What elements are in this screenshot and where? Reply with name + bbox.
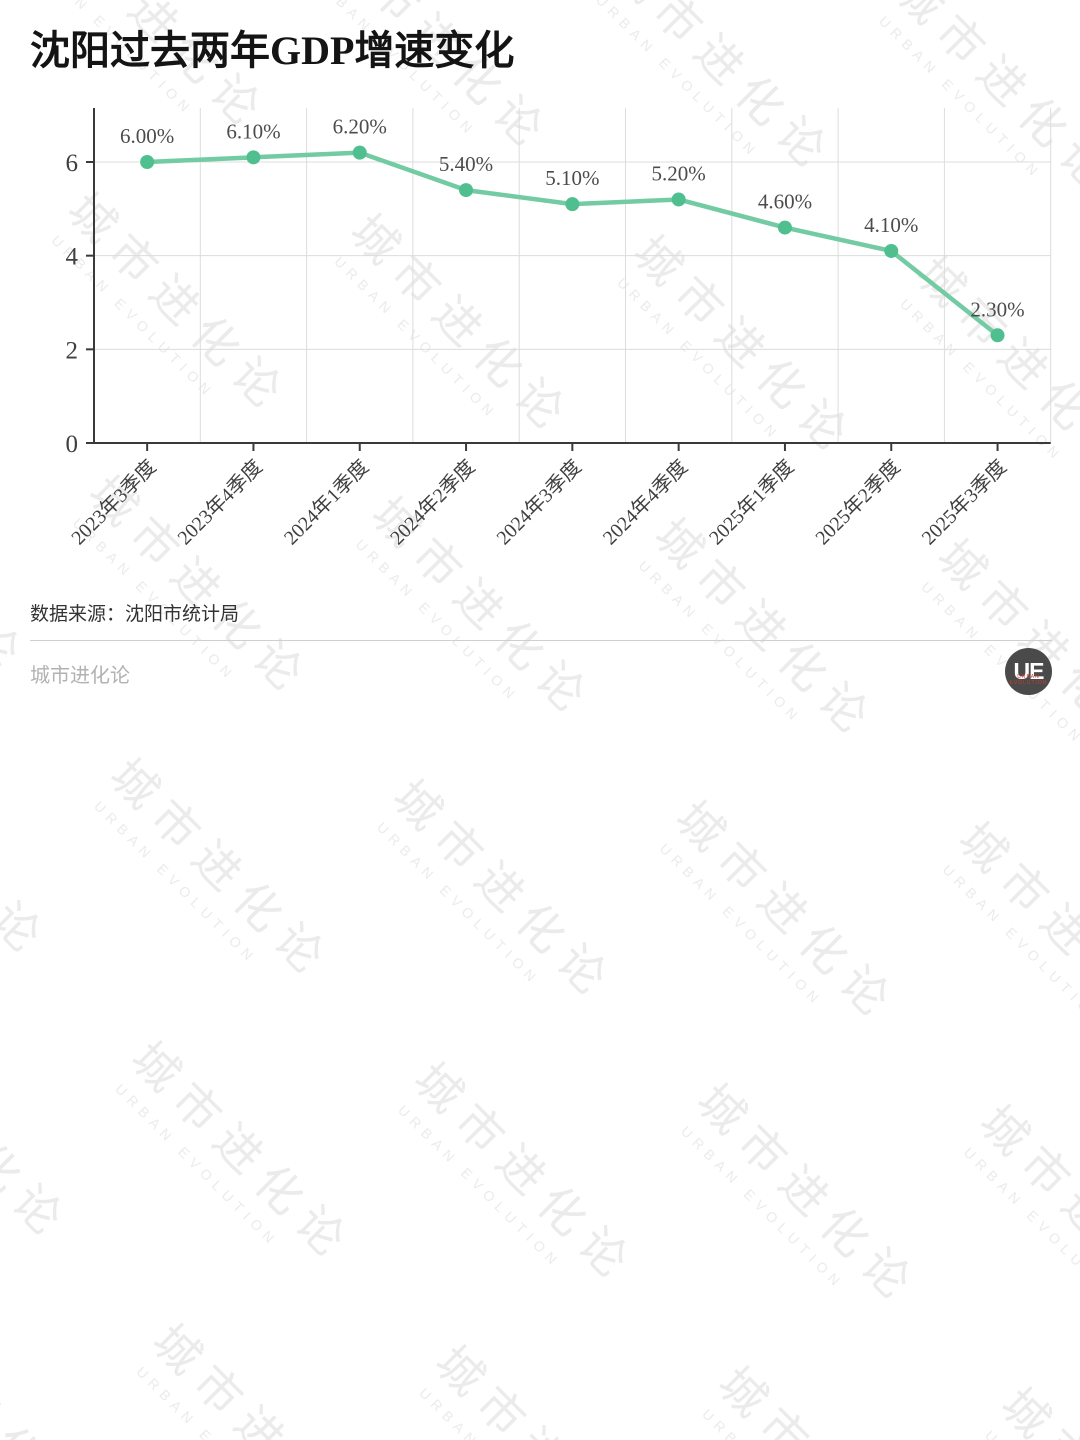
logo-subtext: URBAN EVOLUTION xyxy=(1009,674,1048,687)
brand-name: 城市进化论 xyxy=(30,665,130,687)
y-tick-label: 0 xyxy=(66,431,79,458)
data-point xyxy=(352,145,367,160)
data-label: 5.40% xyxy=(439,152,493,176)
x-tick-label: 2024年1季度 xyxy=(279,455,373,549)
footer-divider xyxy=(30,640,1052,641)
data-point xyxy=(140,155,155,169)
data-label: 6.00% xyxy=(120,124,174,148)
x-tick-label: 2024年2季度 xyxy=(386,455,480,549)
data-point xyxy=(565,197,580,212)
brand-logo: UE URBAN EVOLUTION xyxy=(1005,648,1052,695)
data-point xyxy=(990,328,1005,343)
y-tick-label: 2 xyxy=(66,337,79,364)
x-tick-label: 2025年3季度 xyxy=(917,455,1011,549)
data-source-note: 数据来源：沈阳市统计局 xyxy=(30,604,240,625)
data-label: 4.60% xyxy=(758,190,812,214)
y-tick-label: 4 xyxy=(66,244,79,271)
page-title: 沈阳过去两年GDP增速变化 xyxy=(30,28,515,73)
x-tick-label: 2024年4季度 xyxy=(598,455,692,549)
x-tick-label: 2025年1季度 xyxy=(704,455,798,549)
data-point xyxy=(777,220,792,235)
data-label: 2.30% xyxy=(970,297,1024,321)
x-tick-label: 2025年2季度 xyxy=(811,455,905,549)
data-label: 5.20% xyxy=(652,161,706,185)
data-label: 6.20% xyxy=(333,115,387,139)
x-tick-label: 2023年3季度 xyxy=(67,455,161,549)
data-point xyxy=(459,183,474,198)
x-tick-label: 2024年3季度 xyxy=(492,455,586,549)
data-point xyxy=(246,150,261,165)
data-label: 6.10% xyxy=(226,119,280,143)
data-label: 5.10% xyxy=(545,166,599,190)
data-point xyxy=(884,243,899,258)
logo-ue-text: UE xyxy=(1013,658,1045,684)
data-label: 4.10% xyxy=(864,213,918,237)
y-tick-label: 6 xyxy=(66,150,79,177)
x-tick-label: 2023年4季度 xyxy=(173,455,267,549)
data-point xyxy=(671,192,686,207)
